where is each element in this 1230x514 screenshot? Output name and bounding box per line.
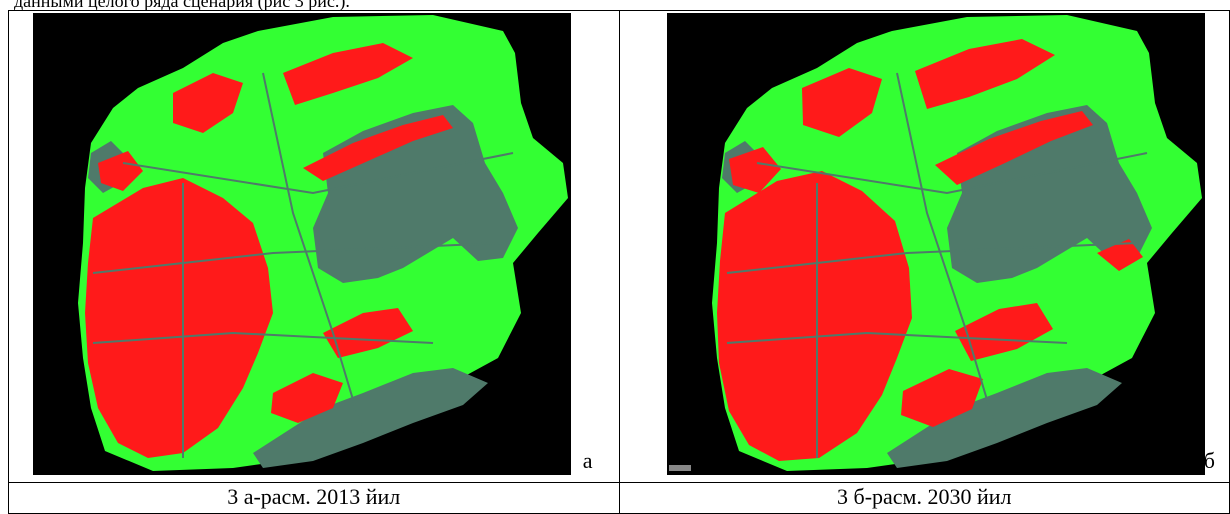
urban-southeast-a <box>323 308 413 358</box>
urban-main-a <box>85 178 273 458</box>
urban-south-b <box>900 369 983 427</box>
land-cover-map-a <box>33 13 571 475</box>
scale-bar-b <box>668 465 691 471</box>
urban-east-strip-a <box>303 115 453 181</box>
urban-main-b <box>716 171 912 461</box>
map-svg-a <box>33 13 571 475</box>
roads-b <box>726 72 1147 458</box>
urban-north-b <box>801 68 882 137</box>
urban-southeast-b <box>954 303 1053 361</box>
urban-west-a <box>98 151 143 191</box>
urban-northeast-a <box>283 43 413 105</box>
figure-table: а <box>8 10 1230 514</box>
figure-caption-a: 3 а-расм. 2013 йил <box>227 484 401 509</box>
urban-north-a <box>173 73 243 133</box>
figure-letter-a: а <box>582 448 593 473</box>
roads-a <box>92 72 514 458</box>
figure-caption-b: 3 б-расм. 2030 йил <box>837 484 1012 509</box>
figure-cell-a: а <box>8 10 620 483</box>
urban-far-east-b <box>1096 239 1143 271</box>
intro-text-line: данными целого ряда сценария (рис 3 рис.… <box>14 0 350 11</box>
caption-cell-b: 3 б-расм. 2030 йил <box>618 482 1230 514</box>
land-cover-map-b <box>666 13 1205 475</box>
urban-northeast-b <box>914 39 1055 109</box>
figure-cell-b: б <box>618 10 1230 483</box>
figure-letter-b: б <box>1203 448 1215 473</box>
urban-west-b <box>728 147 781 193</box>
map-svg-b <box>666 13 1205 475</box>
caption-cell-a: 3 а-расм. 2013 йил <box>8 482 620 514</box>
grey-zone-south-a <box>253 368 488 468</box>
urban-south-a <box>271 373 343 423</box>
grey-zone-south-b <box>886 368 1122 468</box>
urban-east-strip-b <box>934 111 1093 185</box>
